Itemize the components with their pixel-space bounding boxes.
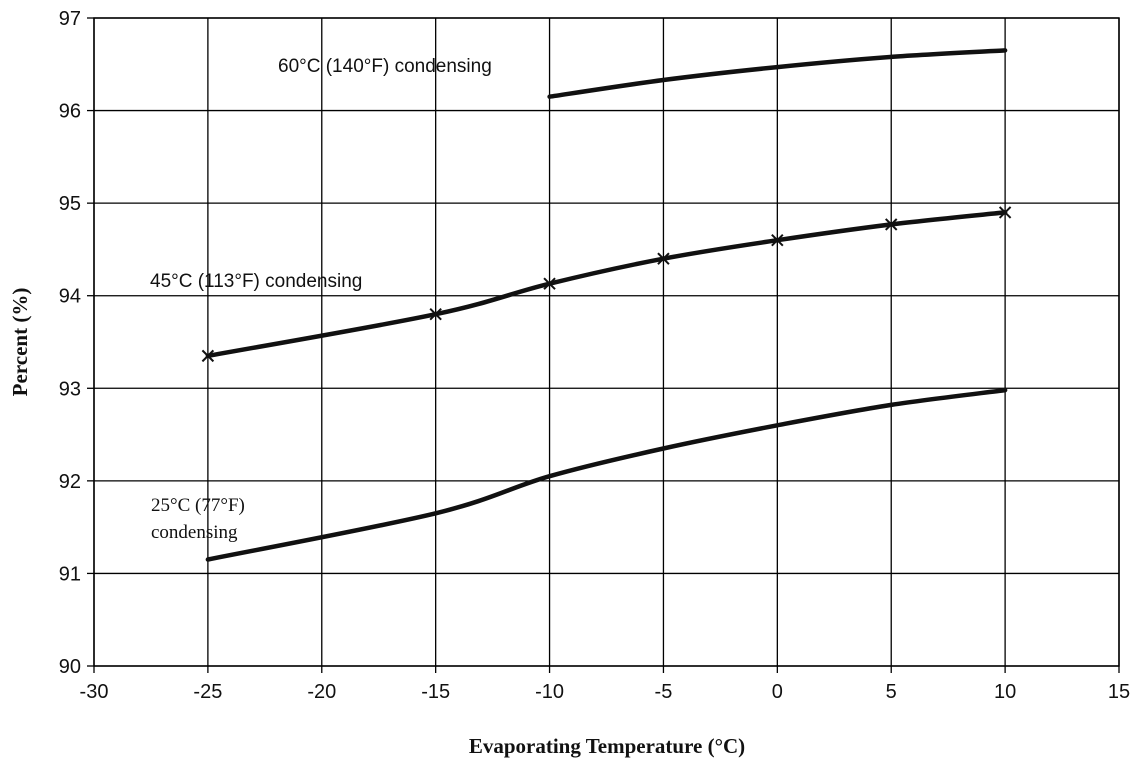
data-point-marker <box>998 206 1012 219</box>
series-60c-line <box>547 48 1008 99</box>
x-tick-label: 0 <box>772 681 783 703</box>
marker-stroke <box>657 252 670 265</box>
y-tick-label: 97 <box>59 8 81 30</box>
series-group <box>201 48 1012 562</box>
grid <box>93 17 1120 667</box>
marker-stroke <box>998 206 1012 219</box>
plot-area-frame <box>93 17 1120 667</box>
y-tick-label: 95 <box>59 193 81 215</box>
y-tick-label: 90 <box>59 656 81 678</box>
series-25c-line <box>205 387 1008 562</box>
x-tick-label: -20 <box>307 681 336 703</box>
x-tick-label: -5 <box>655 681 673 703</box>
x-tick-label: -25 <box>193 681 222 703</box>
data-point-marker <box>885 218 898 231</box>
x-axis-ticks: -30 -25 -20 -15 -10 -5 0 5 10 15 <box>80 666 1130 703</box>
y-tick-label: 91 <box>59 563 81 585</box>
data-point-marker <box>657 252 670 265</box>
series-label-60c: 60°C (140°F) condensing <box>278 56 492 77</box>
x-tick-label: -15 <box>421 681 450 703</box>
x-tick-label: -30 <box>80 681 109 703</box>
series-label-25c-line1: 25°C (77°F) <box>151 495 245 516</box>
marker-stroke <box>885 218 898 231</box>
y-tick-label: 93 <box>59 378 81 400</box>
x-tick-label: 15 <box>1108 681 1130 703</box>
marker-stroke <box>543 277 556 290</box>
x-tick-label: 5 <box>886 681 897 703</box>
y-tick-label: 96 <box>59 101 81 123</box>
x-tick-label: 10 <box>994 681 1016 703</box>
data-point-marker <box>429 308 442 321</box>
marker-stroke <box>771 233 784 247</box>
marker-stroke <box>201 349 215 363</box>
data-point-marker <box>201 349 215 363</box>
y-axis-title: Percent (%) <box>8 288 32 397</box>
x-tick-label: -10 <box>535 681 564 703</box>
marker-stroke <box>429 308 442 321</box>
series-label-45c: 45°C (113°F) condensing <box>150 271 362 292</box>
data-point-marker <box>543 277 556 290</box>
y-tick-label: 92 <box>59 471 81 493</box>
x-axis-title: Evaporating Temperature (°C) <box>469 734 745 758</box>
data-point-marker <box>771 233 784 247</box>
series-label-25c-line2: condensing <box>151 522 238 543</box>
y-tick-label: 94 <box>59 286 81 308</box>
y-axis-ticks: 90 91 92 93 94 95 96 97 <box>59 8 94 678</box>
